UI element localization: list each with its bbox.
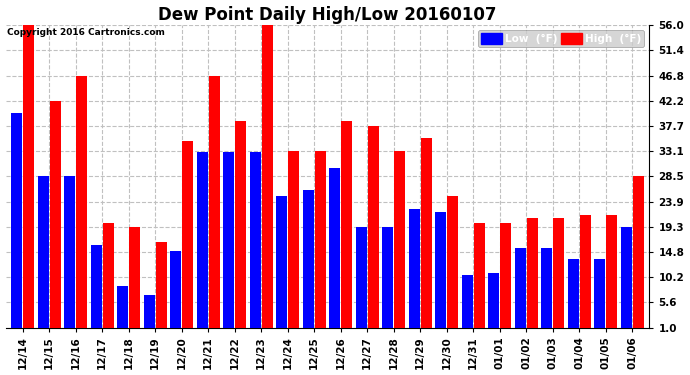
Bar [500, 223, 511, 333]
Bar [606, 215, 618, 333]
Bar [129, 227, 140, 333]
Bar [250, 152, 261, 333]
Bar [341, 122, 353, 333]
Bar [394, 151, 405, 333]
Bar [303, 190, 314, 333]
Title: Dew Point Daily High/Low 20160107: Dew Point Daily High/Low 20160107 [158, 6, 497, 24]
Bar [568, 259, 579, 333]
Bar [117, 286, 128, 333]
Bar [580, 215, 591, 333]
Bar [526, 217, 538, 333]
Bar [64, 176, 75, 333]
Bar [170, 251, 181, 333]
Bar [594, 259, 605, 333]
Bar [447, 196, 458, 333]
Bar [224, 152, 235, 333]
Text: Copyright 2016 Cartronics.com: Copyright 2016 Cartronics.com [7, 28, 165, 37]
Bar [197, 152, 208, 333]
Bar [91, 245, 102, 333]
Bar [288, 151, 299, 333]
Bar [276, 196, 287, 333]
Bar [462, 275, 473, 333]
Bar [329, 168, 340, 333]
Bar [103, 223, 114, 333]
Bar [208, 76, 220, 333]
Bar [382, 227, 393, 333]
Bar [541, 248, 552, 333]
Bar [356, 227, 367, 333]
Bar [38, 176, 49, 333]
Legend: Low  (°F), High  (°F): Low (°F), High (°F) [478, 30, 644, 47]
Bar [235, 122, 246, 333]
Bar [621, 227, 632, 333]
Bar [408, 209, 420, 333]
Bar [515, 248, 526, 333]
Bar [368, 126, 379, 333]
Bar [421, 138, 432, 333]
Bar [553, 217, 564, 333]
Bar [489, 273, 500, 333]
Bar [473, 223, 485, 333]
Bar [144, 294, 155, 333]
Bar [315, 151, 326, 333]
Bar [11, 113, 22, 333]
Bar [23, 25, 34, 333]
Bar [633, 176, 644, 333]
Bar [435, 212, 446, 333]
Bar [182, 141, 193, 333]
Bar [262, 25, 273, 333]
Bar [76, 76, 88, 333]
Bar [156, 242, 167, 333]
Bar [50, 101, 61, 333]
